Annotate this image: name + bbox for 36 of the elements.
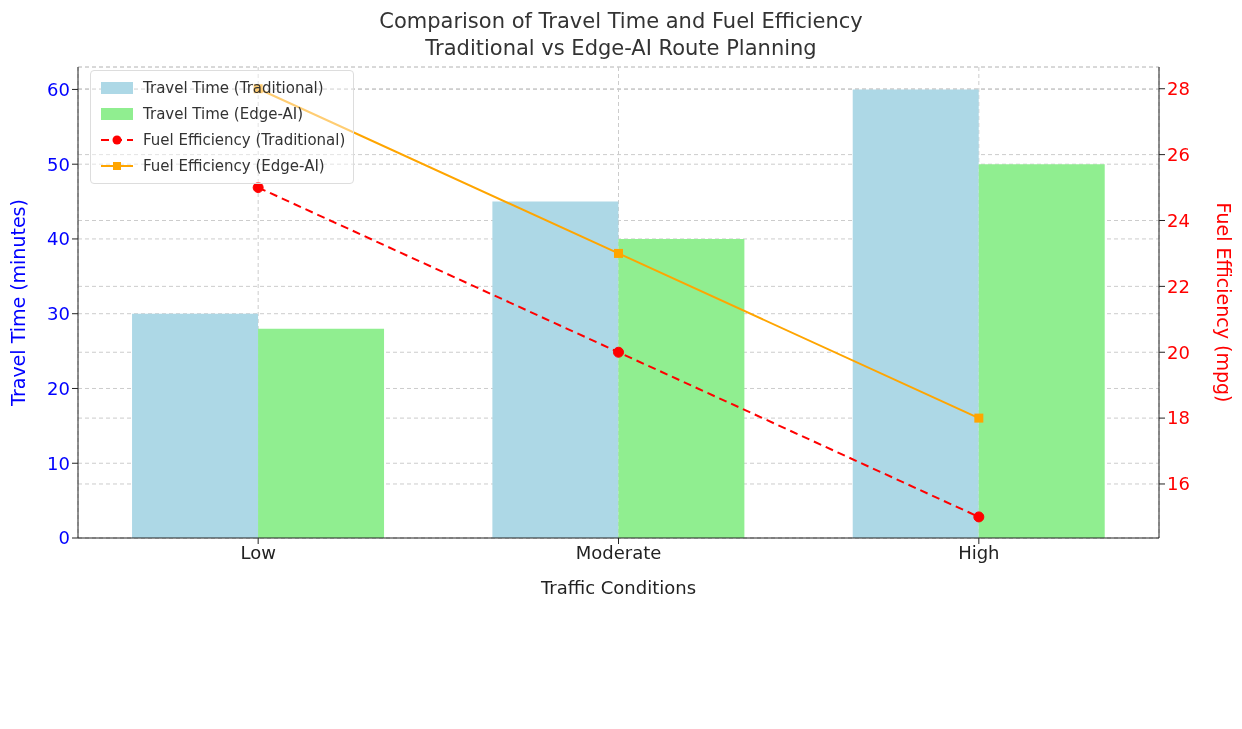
y-tick-label: 40: [47, 228, 70, 250]
y-tick-label: 10: [47, 452, 70, 474]
y2-tick-label: 26: [1167, 144, 1190, 165]
y2-tick-label: 16: [1167, 473, 1190, 495]
legend-label: Travel Time (Edge-AI): [143, 104, 304, 125]
y-tick-label: 50: [47, 153, 70, 175]
bar: [132, 313, 259, 538]
x-tick-label: Low: [240, 541, 276, 563]
y2-tick-label: 22: [1167, 275, 1190, 297]
x-tick-label: High: [958, 541, 1000, 563]
x-tick-label: Moderate: [575, 541, 662, 563]
y-tick-label: 20: [47, 377, 70, 399]
y-tick-label: 60: [47, 78, 70, 100]
x-axis-title: Traffic Conditions: [539, 577, 697, 598]
bar: [492, 201, 619, 538]
bar: [978, 164, 1105, 538]
bar: [618, 238, 745, 538]
point: [613, 346, 624, 358]
point: [614, 248, 623, 258]
chart-subtitle: Traditional vs Edge-AI Route Planning: [424, 35, 818, 62]
y-tick-label: 30: [47, 303, 70, 325]
legend-label: Fuel Efficiency (Traditional): [143, 130, 346, 151]
y2-tick-label: 28: [1167, 78, 1190, 100]
bar: [852, 89, 979, 538]
legend-label: Fuel Efficiency (Edge-AI): [143, 156, 325, 177]
y2-tick-label: 18: [1167, 407, 1190, 429]
point: [974, 413, 984, 423]
y2-tick-label: 20: [1167, 341, 1190, 363]
y2-tick-label: 24: [1167, 209, 1190, 231]
chart-title: Comparison of Travel Time and Fuel Efficiency: [378, 8, 864, 35]
y2-axis-title: Fuel Efficiency (mpg): [1213, 202, 1236, 403]
bar: [258, 328, 385, 538]
y-tick-label: 0: [58, 527, 70, 549]
y-axis-title: Travel Time (minutes): [6, 199, 29, 407]
point: [973, 511, 985, 523]
point: [252, 182, 264, 194]
